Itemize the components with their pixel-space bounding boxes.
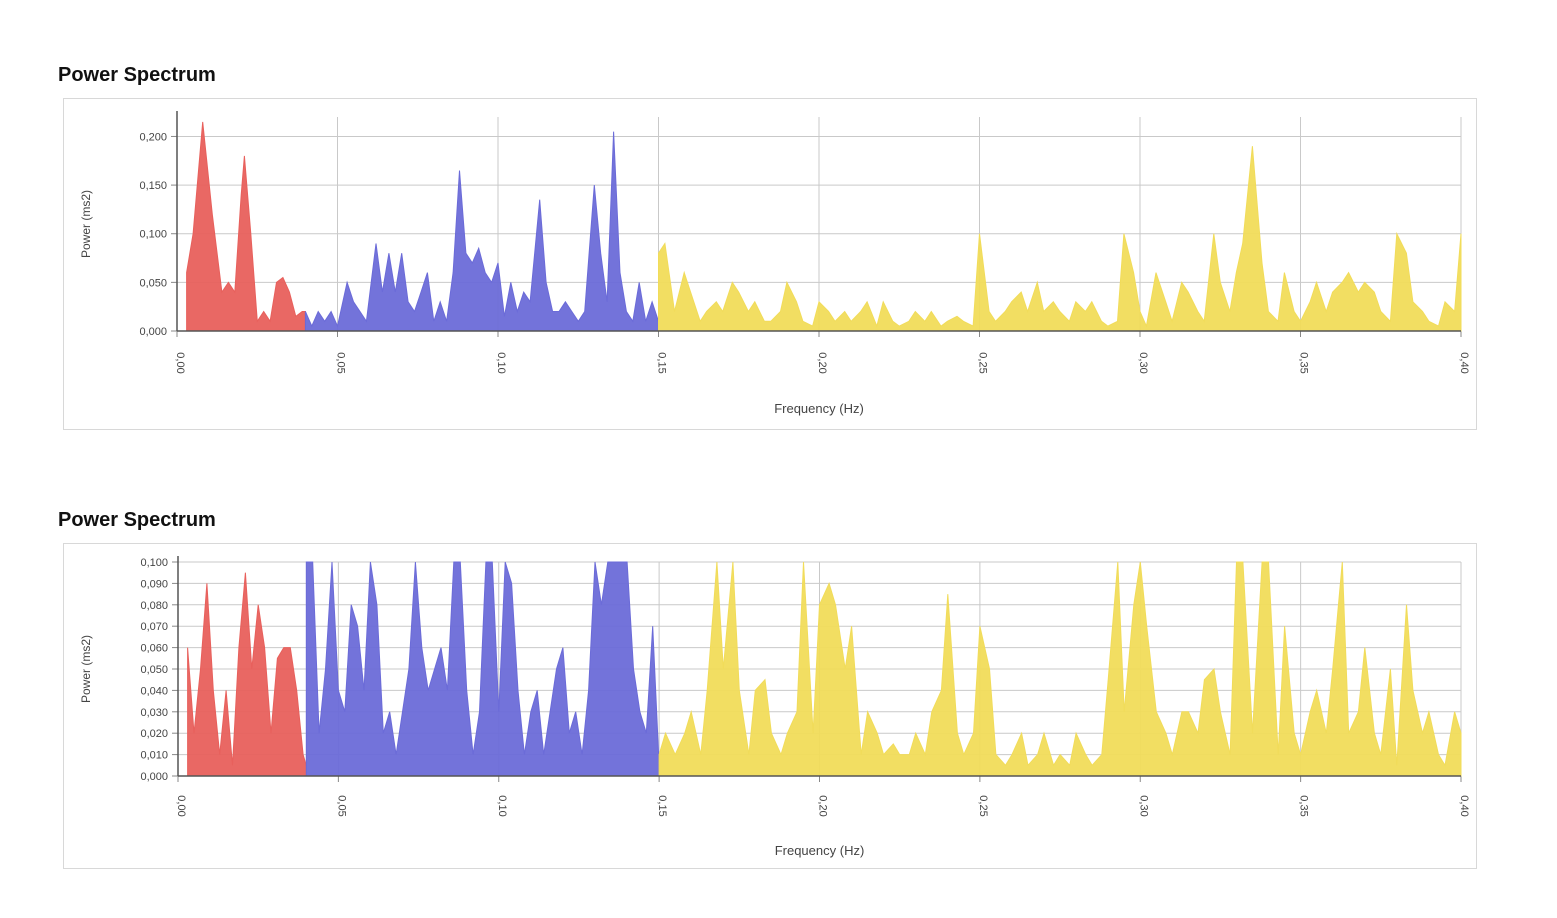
x-tick-label: 0,15 bbox=[656, 352, 668, 373]
y-tick-label: 0,080 bbox=[140, 600, 168, 612]
y-tick-label: 0,050 bbox=[139, 277, 167, 289]
y-axis-label: Power (ms2) bbox=[79, 635, 93, 703]
x-tick-label: 0,25 bbox=[977, 795, 989, 816]
x-tick-label: 0,20 bbox=[816, 352, 828, 373]
x-tick-label: 0,35 bbox=[1298, 795, 1310, 816]
y-tick-label: 0,090 bbox=[140, 578, 168, 590]
y-tick-label: 0,100 bbox=[139, 229, 167, 241]
y-tick-label: 0,020 bbox=[140, 728, 168, 740]
x-tick-label: 0,40 bbox=[1458, 352, 1470, 373]
x-tick-label: 0,25 bbox=[977, 352, 989, 373]
y-tick-label: 0,000 bbox=[140, 771, 168, 783]
x-tick-label: 0,20 bbox=[817, 795, 829, 816]
x-tick-label: 0,00 bbox=[175, 795, 187, 816]
x-axis-label: Frequency (Hz) bbox=[775, 843, 865, 858]
x-tick-label: 0,30 bbox=[1137, 352, 1149, 373]
x-tick-label: 0,40 bbox=[1458, 795, 1470, 816]
x-tick-label: 0,35 bbox=[1298, 352, 1310, 373]
chart-frame: 0,000 0,050 0,100 0,150 0,200 0,00 0,05 0,10 0,1… bbox=[63, 98, 1477, 430]
x-tick-label: 0,05 bbox=[335, 352, 347, 373]
y-tick-label: 0,050 bbox=[140, 664, 168, 676]
y-tick-label: 0,070 bbox=[140, 621, 168, 633]
y-tick-label: 0,030 bbox=[140, 707, 168, 719]
x-tick-label: 0,10 bbox=[495, 352, 507, 373]
y-tick-label: 0,060 bbox=[140, 643, 168, 655]
chart-title: Power Spectrum bbox=[58, 509, 216, 531]
x-tick-label: 0,30 bbox=[1137, 795, 1149, 816]
series-area-1 bbox=[186, 121, 306, 332]
chart-frame: 0,000 0,010 0,020 0,030 0,040 0,050 0,060 0,070… bbox=[63, 543, 1477, 869]
y-tick-label: 0,200 bbox=[139, 131, 167, 143]
y-axis-label: Power (ms2) bbox=[79, 190, 93, 258]
power-spectrum-chart-2: 0,000 0,010 0,020 0,030 0,040 0,050 0,060 0,070… bbox=[79, 556, 1470, 858]
x-tick-label: 0,00 bbox=[174, 352, 186, 373]
series-area-2 bbox=[305, 561, 660, 777]
y-tick-label: 0,010 bbox=[140, 750, 168, 762]
power-spectrum-chart-1: 0,000 0,050 0,100 0,150 0,200 0,00 0,05 0,10 0,1… bbox=[79, 111, 1470, 416]
y-tick-label: 0,040 bbox=[140, 685, 168, 697]
series-area-3 bbox=[658, 561, 1462, 777]
x-tick-label: 0,05 bbox=[335, 795, 347, 816]
x-tick-label: 0,10 bbox=[496, 795, 508, 816]
x-axis-label: Frequency (Hz) bbox=[774, 401, 864, 416]
y-tick-label: 0,100 bbox=[140, 557, 168, 569]
x-tick-label: 0,15 bbox=[656, 795, 668, 816]
series-area-1 bbox=[187, 572, 307, 777]
series-area-3 bbox=[658, 146, 1462, 332]
chart-title: Power Spectrum bbox=[58, 64, 216, 86]
y-tick-label: 0,150 bbox=[139, 180, 167, 192]
y-tick-label: 0,000 bbox=[139, 326, 167, 338]
series-area-2 bbox=[304, 131, 659, 332]
